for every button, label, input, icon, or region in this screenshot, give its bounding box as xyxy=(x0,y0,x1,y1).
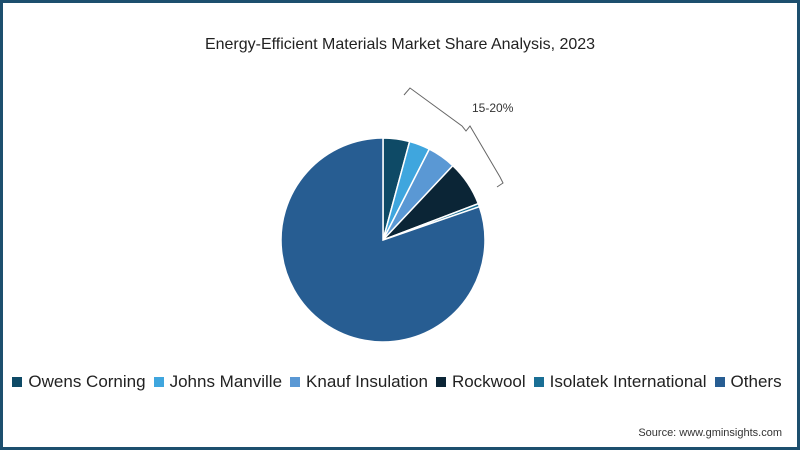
legend-swatch-icon xyxy=(533,377,544,387)
chart-title: Energy-Efficient Materials Market Share … xyxy=(204,36,596,53)
legend-label: Others xyxy=(730,372,782,391)
pie-slices xyxy=(280,137,486,343)
legend-item: Owens Corning xyxy=(12,372,146,392)
legend-swatch-icon xyxy=(290,377,301,387)
legend-item: Others xyxy=(714,372,782,392)
legend-label: Owens Corning xyxy=(28,372,146,391)
legend-item: Isolatek International xyxy=(533,372,707,392)
legend-label: Isolatek International xyxy=(549,372,707,391)
legend-swatch-icon xyxy=(435,377,446,387)
source-text: Source: www.gminsights.com xyxy=(638,427,782,439)
legend: Owens Corning Johns Manville Knauf Insulat… xyxy=(0,372,794,392)
annotation-label: 15-20% xyxy=(472,101,514,115)
legend-label: Knauf Insulation xyxy=(306,372,428,391)
legend-item: Knauf Insulation xyxy=(290,372,428,392)
pie-slice-others xyxy=(280,137,486,343)
legend-item: Johns Manville xyxy=(153,372,283,392)
legend-swatch-icon xyxy=(153,377,164,387)
legend-swatch-icon xyxy=(714,377,725,387)
legend-label: Rockwool xyxy=(451,372,526,391)
legend-swatch-icon xyxy=(12,377,23,387)
bracket-annotation xyxy=(403,87,504,188)
legend-item: Rockwool xyxy=(435,372,526,392)
legend-label: Johns Manville xyxy=(169,372,283,391)
